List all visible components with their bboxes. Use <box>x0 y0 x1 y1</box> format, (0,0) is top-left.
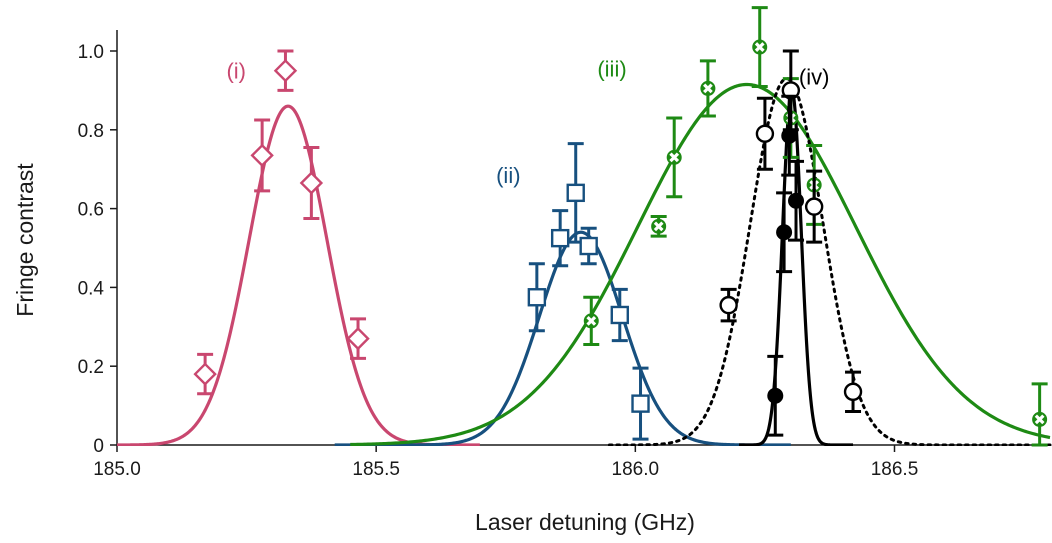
data-point-2 <box>631 366 650 441</box>
data-point-3 <box>1031 382 1048 447</box>
diamond-marker <box>193 362 217 386</box>
fit-curve-2 <box>334 230 792 446</box>
data-point-4 <box>843 370 863 414</box>
fit-curve-5 <box>737 88 855 446</box>
filled-circle-marker <box>767 387 784 404</box>
y-tick-label: 0.8 <box>78 121 104 142</box>
data-point-4 <box>781 49 801 132</box>
x-marker-stroke <box>754 42 765 52</box>
x-tick-label: 186.0 <box>612 459 660 480</box>
series-label-4: (iv) <box>799 64 830 89</box>
data-point-3 <box>666 116 683 199</box>
data-point-4 <box>719 287 738 323</box>
filled-circle-marker <box>788 192 805 209</box>
square-marker <box>566 183 585 203</box>
circle-marker <box>755 124 775 143</box>
fit-curve-1 <box>117 104 481 446</box>
diamond-marker <box>273 59 298 83</box>
data-point-2 <box>610 287 629 343</box>
y-tick-label: 1.0 <box>78 42 104 63</box>
data-point-2 <box>527 262 547 333</box>
data-point-5 <box>788 159 805 242</box>
axes: 185.0 185.5 186.0 186.5 0 0.2 0.4 0.6 0.8 1.0 <box>78 30 1050 480</box>
data-point-1 <box>346 317 370 360</box>
square-marker <box>631 394 650 413</box>
data-point-5 <box>776 191 793 274</box>
square-marker <box>579 236 598 256</box>
square-marker <box>550 228 570 248</box>
series-label-1: (i) <box>226 59 246 84</box>
filled-circle-marker <box>776 224 793 241</box>
data-point-1 <box>250 118 274 193</box>
fit-curve-4 <box>607 77 1052 446</box>
data-point-1 <box>299 146 324 220</box>
x-axis-title: Laser detuning (GHz) <box>475 509 695 535</box>
diamond-marker <box>250 143 274 168</box>
data-point-2 <box>566 142 585 244</box>
y-tick-label: 0.4 <box>78 278 105 299</box>
data-points <box>193 6 1048 447</box>
data-point-1 <box>273 49 298 92</box>
data-point-2 <box>579 226 598 266</box>
x-marker-stroke <box>653 221 664 232</box>
data-point-1 <box>193 352 217 396</box>
series-label-2: (ii) <box>496 163 520 188</box>
x-tick-label: 186.5 <box>871 459 919 480</box>
x-tick-label: 185.0 <box>93 459 141 480</box>
square-marker <box>610 305 629 325</box>
fit-curve-3 <box>350 82 1051 446</box>
y-tick-label: 0 <box>93 436 104 457</box>
y-axis-title: Fringe contrast <box>12 163 38 317</box>
series-labels: (i) (ii) (iii) (iv) <box>226 57 829 188</box>
x-marker-stroke <box>669 152 680 163</box>
circle-marker <box>719 295 738 315</box>
data-point-4 <box>755 96 775 171</box>
circle-marker <box>804 197 824 216</box>
diamond-marker <box>299 171 324 195</box>
data-point-3 <box>583 295 600 347</box>
fit-curves <box>117 77 1052 446</box>
x-marker-stroke <box>703 83 713 94</box>
y-tick-label: 0.2 <box>78 357 104 378</box>
x-marker-stroke <box>586 316 597 326</box>
series-label-3: (iii) <box>597 57 626 82</box>
circle-marker <box>781 81 801 100</box>
data-point-5 <box>767 354 784 437</box>
data-point-3 <box>699 59 716 118</box>
x-marker-stroke <box>1034 414 1045 425</box>
square-marker <box>527 288 547 307</box>
x-tick-label: 185.5 <box>352 459 400 480</box>
diamond-marker <box>346 326 370 351</box>
y-tick-label: 0.6 <box>78 200 104 221</box>
data-point-3 <box>751 6 768 88</box>
data-point-2 <box>550 209 570 268</box>
data-point-4 <box>804 169 824 244</box>
circle-marker <box>843 382 863 402</box>
filled-circle-marker <box>781 127 798 144</box>
data-point-3 <box>650 214 667 238</box>
